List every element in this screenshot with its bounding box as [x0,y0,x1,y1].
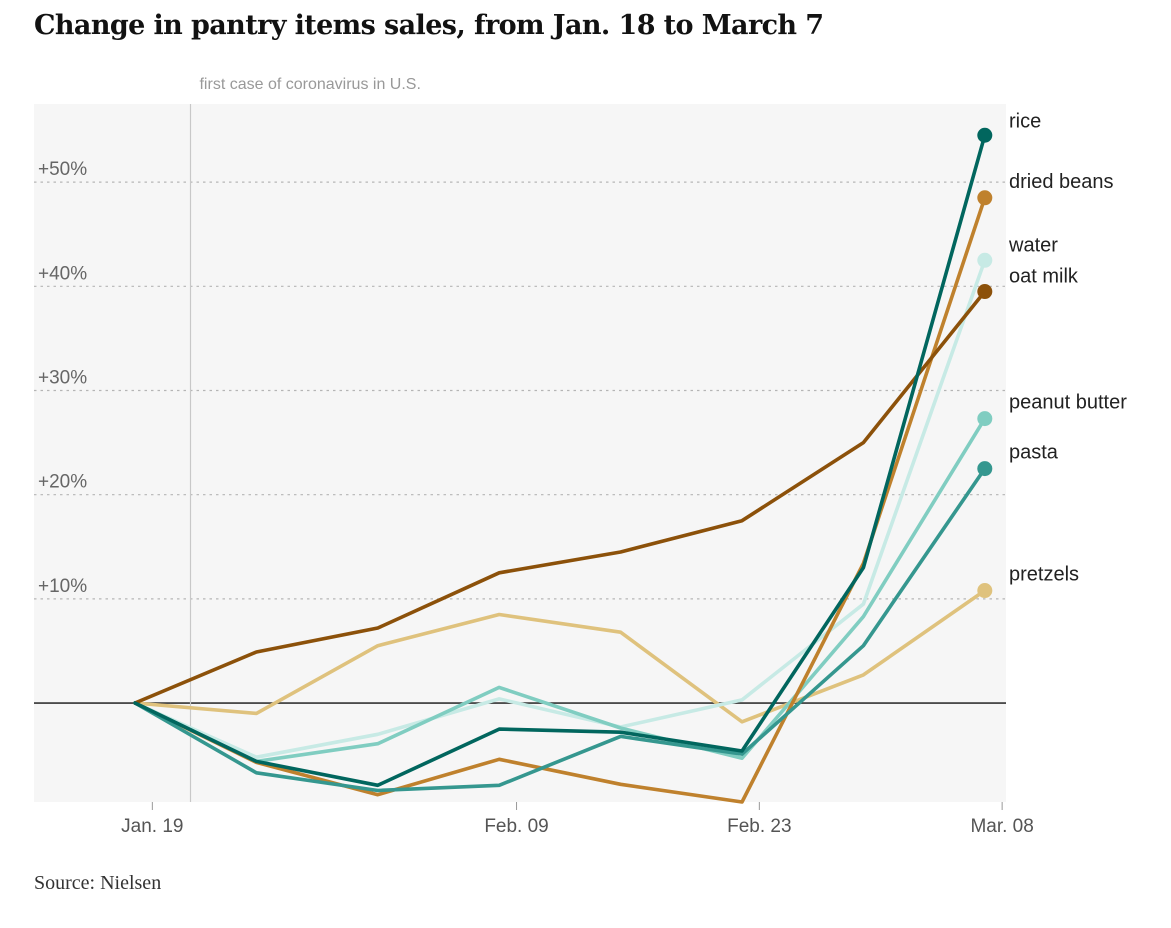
series-label-pretzels: pretzels [1009,564,1079,586]
y-tick-label: +30% [38,367,87,388]
y-axis: +10% +20% +30% +40% +50% [38,159,87,597]
series-lines [133,133,987,804]
end-marker-peanut-butter [977,411,993,427]
x-tick-label: Feb. 23 [727,816,791,837]
series-line-dried-beans [133,196,987,804]
series-line-pretzels [133,588,987,724]
series-line-rice [133,133,987,788]
series-line-oat-milk [133,289,987,705]
series-label-pasta: pasta [1009,442,1059,464]
series-label-peanut-butter: peanut butter [1009,392,1127,414]
end-marker-pasta [977,461,993,477]
line-chart: first case of coronavirus in U.S. pretze… [34,76,1127,837]
x-axis: Jan. 19 Feb. 09 Feb. 23 Mar. 08 [121,802,1034,837]
series-label-dried-beans: dried beans [1009,171,1114,193]
source-note: Source: Nielsen [34,872,162,894]
series-line-pasta [133,466,987,793]
series-line-water [133,258,987,760]
end-marker-pretzels [977,583,993,599]
end-marker-oat-milk [977,284,993,300]
series-label-water: water [1008,234,1058,256]
series-label-rice: rice [1009,110,1041,132]
end-marker-dried-beans [977,190,993,206]
y-tick-label: +40% [38,263,87,284]
y-tick-label: +10% [38,576,87,597]
plot-background [34,104,1006,802]
series-label-oat-milk: oat milk [1009,266,1079,288]
chart-title: Change in pantry items sales, from Jan. … [34,10,824,41]
annotation-text: first case of coronavirus in U.S. [199,76,420,93]
end-marker-rice [977,127,993,143]
end-marker-water [977,252,993,268]
y-tick-label: +20% [38,472,87,493]
series-line-peanut-butter [133,416,987,764]
x-tick-label: Jan. 19 [121,816,183,837]
x-tick-label: Mar. 08 [970,816,1033,837]
y-tick-label: +50% [38,159,87,180]
end-markers [977,127,993,599]
series-labels: pretzels water peanut butter dried beans pas… [1008,110,1127,585]
x-tick-label: Feb. 09 [484,816,548,837]
